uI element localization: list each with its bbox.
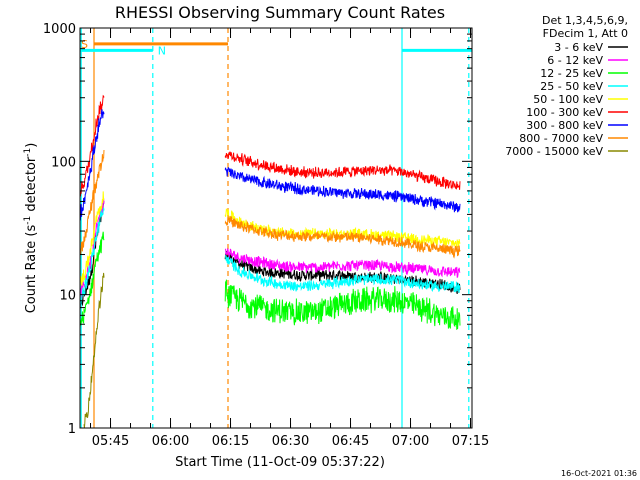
series-12-25kev	[79, 231, 461, 330]
legend-entry-label: 800 - 7000 keV	[519, 132, 603, 145]
footer-timestamp: 16-Oct-2021 01:36	[561, 469, 637, 478]
series-line-pre-7	[79, 149, 105, 255]
series-line-post-2	[224, 279, 461, 330]
series-25-50kev	[79, 207, 461, 304]
plot-area: S N 1 10 100 1000 05:45 06:00 06:15 06:30 06:45 07:…	[43, 22, 489, 449]
y-tick-label: 100	[51, 155, 76, 170]
legend-header-line: Det 1,3,4,5,6,9,	[542, 14, 628, 27]
x-tick-label: 07:00	[392, 434, 429, 449]
x-tick-label: 06:00	[152, 434, 189, 449]
legend: Det 1,3,4,5,6,9,FDecim 1, Att 03 - 6 keV…	[505, 14, 628, 158]
series-line-post-1	[224, 247, 461, 278]
series-line-post-6	[224, 167, 461, 213]
legend-entry-label: 300 - 800 keV	[526, 119, 603, 132]
y-tick-label: 1000	[43, 22, 76, 37]
x-tick-label: 05:45	[92, 434, 129, 449]
series-line-post-7	[224, 215, 461, 259]
y-tick-label: 1	[68, 422, 76, 437]
series-line-post-3	[224, 254, 461, 293]
series-3-6kev	[79, 201, 461, 311]
x-tick-label: 06:30	[272, 434, 309, 449]
x-tick-label: 06:45	[332, 434, 369, 449]
series-7000-15000kev	[83, 272, 105, 429]
legend-entry-label: 50 - 100 keV	[533, 93, 603, 106]
legend-entry-label: 25 - 50 keV	[540, 80, 603, 93]
series-800-7000kev	[79, 149, 461, 259]
series-line-pre-8	[83, 272, 105, 429]
series-line-pre-5	[79, 94, 105, 197]
chart-title: RHESSI Observing Summary Count Rates	[115, 3, 445, 22]
flag-label-n: N	[158, 44, 166, 57]
x-tick-label: 07:15	[452, 434, 489, 449]
legend-header-line: FDecim 1, Att 0	[543, 27, 628, 40]
series-line-post-5	[224, 151, 461, 190]
series-line-post-0	[224, 250, 461, 295]
y-tick-label: 10	[59, 289, 76, 304]
flag-label-s: S	[81, 38, 88, 51]
plot-frame	[79, 27, 473, 429]
series-100-300kev	[79, 94, 461, 197]
x-tick-label: 06:15	[212, 434, 249, 449]
series-line-pre-4	[79, 191, 105, 286]
series-line-pre-2	[79, 231, 105, 329]
legend-entry-label: 12 - 25 keV	[540, 67, 603, 80]
legend-entry-label: 3 - 6 keV	[554, 41, 603, 54]
x-axis-label: Start Time (11-Oct-09 05:37:22)	[175, 455, 385, 470]
legend-entry-label: 7000 - 15000 keV	[505, 145, 603, 158]
legend-entry-label: 100 - 300 keV	[526, 106, 603, 119]
y-axis-label: Count Rate (s-1 detector-1)	[23, 143, 39, 314]
legend-entry-label: 6 - 12 keV	[547, 54, 603, 67]
